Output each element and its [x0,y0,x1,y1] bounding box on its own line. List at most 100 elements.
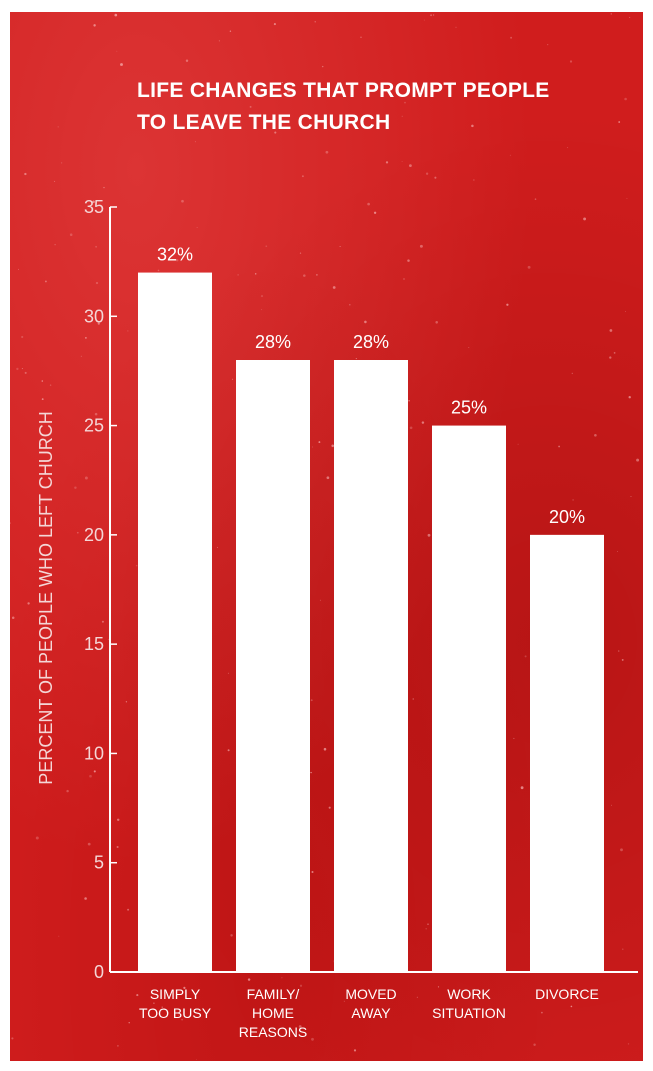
bar [236,360,310,972]
speckle-dot [21,368,23,370]
speckle-dot [332,286,336,289]
speckle-dot [401,161,403,162]
x-category-label: MOVED [345,986,396,1002]
speckle-dot [17,268,20,270]
speckle-dot [69,233,73,236]
speckle-dot [127,330,129,332]
speckle-dot [103,186,105,189]
speckle-dot [455,26,457,28]
speckle-dot [328,806,331,809]
speckle-dot [128,1022,130,1024]
x-category-label: FAMILY/ [247,986,300,1002]
speckle-dot [298,1025,302,1028]
y-tick-label: 5 [94,853,104,873]
speckle-dot [364,320,367,324]
speckle-dot [136,994,139,997]
speckle-dot [412,698,414,700]
speckle-dot [114,13,118,17]
speckle-dot [157,269,160,272]
speckle-dot [95,281,99,285]
speckle-dot [196,227,198,228]
speckle-dot [401,115,403,117]
speckle-dot [89,774,92,778]
speckle-dot [97,322,100,325]
speckle-dot [249,105,252,108]
speckle-dot [407,259,410,262]
chart-poster: LIFE CHANGES THAT PROMPT PEOPLE TO LEAVE… [10,12,643,1061]
speckle-dot [117,1045,119,1047]
speckle-dot [425,928,427,930]
speckle-dot [323,747,327,751]
speckle-dot [310,699,313,702]
speckle-dot [61,162,63,164]
speckle-dot [10,522,11,524]
speckle-dot [326,476,330,480]
speckle-dot [506,303,509,306]
x-category-label: DIVORCE [535,986,599,1002]
speckle-dot [93,770,96,773]
speckle-dot [116,845,119,849]
speckle-dot [310,771,312,774]
y-axis-label: PERCENT OF PEOPLE WHO LEFT CHURCH [36,411,56,784]
speckle-dot [353,1049,357,1052]
speckle-dot [229,30,232,32]
speckle-dot [624,310,627,313]
speckle-dot [343,1000,345,1002]
speckle-dot [541,1011,543,1014]
speckle-dot [534,198,537,200]
speckle-dot [84,476,88,480]
speckle-dot [473,179,475,181]
speckle-dot [183,986,186,990]
speckle-dot [66,789,69,793]
speckle-dot [618,121,621,123]
speckle-dot [360,36,362,39]
speckle-dot [558,445,560,448]
speckle-dot [80,355,82,357]
speckle-dot [11,616,15,620]
speckle-dot [533,1043,536,1046]
speckle-dot [260,295,264,298]
speckle-dot [153,1002,155,1004]
bar [334,360,408,972]
speckle-dot [403,278,405,280]
speckle-dot [314,21,316,23]
speckle-dot [94,412,98,416]
speckle-dot [569,60,573,63]
data-label: 25% [451,398,487,418]
speckle-dot [227,749,230,752]
speckle-dot [224,120,227,124]
bar-chart: LIFE CHANGES THAT PROMPT PEOPLE TO LEAVE… [10,13,640,1060]
speckle-dot [629,16,631,18]
speckle-dot [27,602,30,605]
speckle-dot [265,245,268,248]
y-tick-label: 10 [84,743,104,763]
speckle-dot [636,458,640,462]
speckle-dot [21,335,24,339]
speckle-dot [125,701,128,703]
speckle-dot [76,531,79,534]
y-tick-label: 35 [84,197,104,217]
x-category-label: WORK [447,986,491,1002]
speckle-dot [520,786,524,790]
speckle-dot [58,935,60,937]
speckle-dot [409,164,412,168]
y-tick-label: 25 [84,416,104,436]
speckle-dot [610,804,613,806]
speckle-dot [468,347,470,349]
speckle-dot [571,372,573,375]
speckle-dot [127,908,130,911]
data-label: 32% [157,245,193,265]
speckle-dot [227,672,229,674]
data-label: 20% [549,507,585,527]
speckle-dot [181,199,184,203]
speckle-dot [547,44,549,46]
speckle-dot [630,496,632,498]
speckle-dot [181,1018,183,1021]
speckle-dot [87,842,91,846]
speckle-dot [624,97,627,101]
speckle-dot [301,175,304,178]
labels: 32% SIMPLY TOO BUSY 28% FAMILY/HOME REASONS 28… [139,245,599,1040]
speckle-dot [120,63,123,66]
x-category-label: HOME [252,1005,294,1021]
speckle-dot [273,23,276,26]
